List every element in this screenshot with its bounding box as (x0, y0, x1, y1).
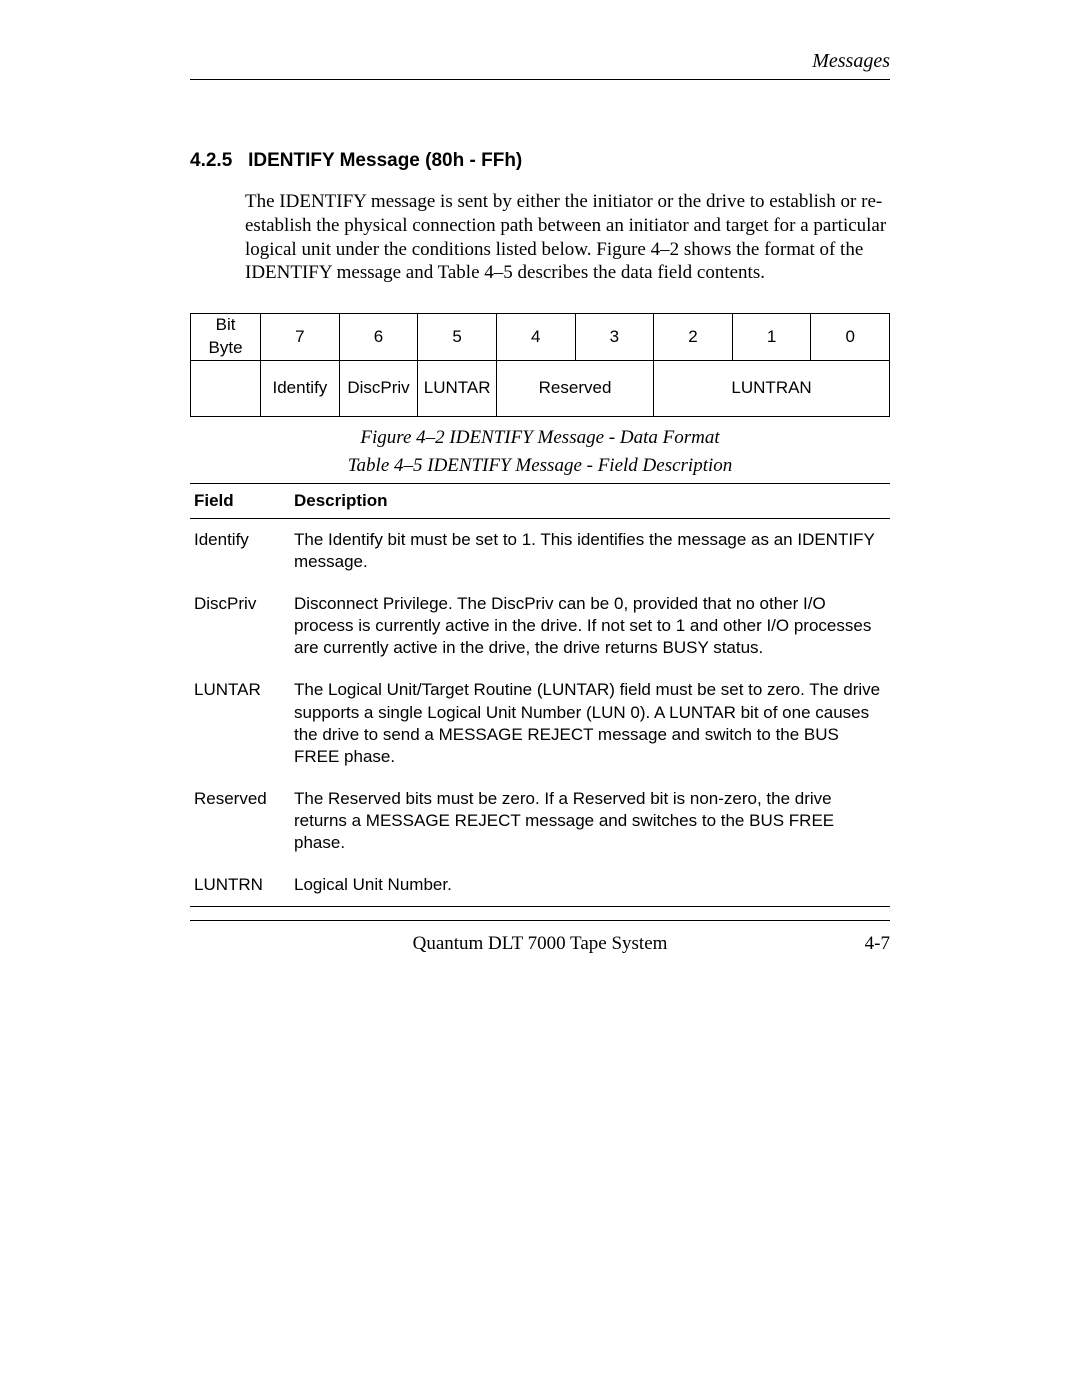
field-name: DiscPriv (190, 583, 290, 669)
bit-0: 0 (811, 314, 890, 361)
bit-4: 4 (496, 314, 575, 361)
col-field-header: Field (190, 483, 290, 518)
format-table: Bit Byte 7 6 5 4 3 2 1 0 Identify DiscPr… (190, 313, 890, 417)
bit-1: 1 (732, 314, 811, 361)
section-paragraph: The IDENTIFY message is sent by either t… (245, 190, 890, 285)
field-luntran: LUNTRAN (654, 360, 890, 416)
field-desc: The Reserved bits must be zero. If a Res… (290, 778, 890, 864)
byte-empty (191, 360, 261, 416)
table-row: Reserved The Reserved bits must be zero.… (190, 778, 890, 864)
footer-title: Quantum DLT 7000 Tape System (413, 933, 668, 955)
page-footer: Quantum DLT 7000 Tape System 4-7 (190, 920, 890, 955)
figure-caption: Figure 4–2 IDENTIFY Message - Data Forma… (190, 427, 890, 449)
table-row: Identify The Identify bit must be set to… (190, 518, 890, 583)
page-content: Messages 4.2.5 IDENTIFY Message (80h - F… (190, 50, 890, 907)
description-table: Field Description Identify The Identify … (190, 483, 890, 907)
table-row: DiscPriv Disconnect Privilege. The DiscP… (190, 583, 890, 669)
table-caption: Table 4–5 IDENTIFY Message - Field Descr… (190, 455, 890, 477)
field-desc: Logical Unit Number. (290, 864, 890, 907)
description-table-header-row: Field Description (190, 483, 890, 518)
field-discpriv: DiscPriv (339, 360, 418, 416)
section-heading: 4.2.5 IDENTIFY Message (80h - FFh) (190, 150, 890, 172)
table-row: LUNTRN Logical Unit Number. (190, 864, 890, 907)
field-desc: The Identify bit must be set to 1. This … (290, 518, 890, 583)
field-identify: Identify (261, 360, 340, 416)
field-name: LUNTAR (190, 669, 290, 777)
bit-3: 3 (575, 314, 654, 361)
table-row: LUNTAR The Logical Unit/Target Routine (… (190, 669, 890, 777)
format-table-value-row: Identify DiscPriv LUNTAR Reserved LUNTRA… (191, 360, 890, 416)
field-luntar: LUNTAR (418, 360, 497, 416)
section-title-text: IDENTIFY Message (80h - FFh) (248, 150, 522, 171)
field-desc: Disconnect Privilege. The DiscPriv can b… (290, 583, 890, 669)
footer-page-number: 4-7 (865, 933, 890, 955)
field-name: Reserved (190, 778, 290, 864)
running-header: Messages (190, 50, 890, 80)
field-name: Identify (190, 518, 290, 583)
bit-5: 5 (418, 314, 497, 361)
bit-6: 6 (339, 314, 418, 361)
col-desc-header: Description (290, 483, 890, 518)
footer-rule (190, 920, 890, 921)
byte-label: Byte (209, 338, 243, 357)
bit-label: Bit (216, 315, 236, 334)
field-name: LUNTRN (190, 864, 290, 907)
bit-2: 2 (654, 314, 733, 361)
bit-7: 7 (261, 314, 340, 361)
field-desc: The Logical Unit/Target Routine (LUNTAR)… (290, 669, 890, 777)
field-reserved: Reserved (496, 360, 653, 416)
section-number: 4.2.5 (190, 150, 232, 171)
